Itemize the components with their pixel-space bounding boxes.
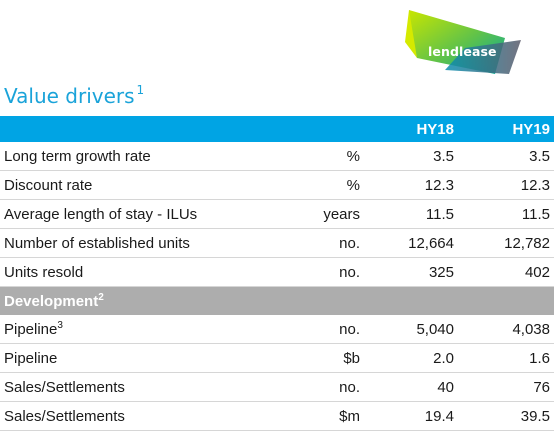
section-label-text: Development	[4, 293, 99, 310]
row-label: Average length of stay - ILUs	[0, 199, 300, 229]
table-row: Sales/Settlements no. 40 76	[0, 372, 554, 402]
logo-wordmark: lendlease	[428, 44, 497, 59]
header-hy19: HY19	[458, 116, 554, 142]
table-row: Long term growth rate% 3.5 3.5	[0, 142, 554, 171]
section-header-development: Development2	[0, 286, 554, 315]
row-unit: %	[300, 170, 362, 200]
table-row: Discount rate% 12.3 12.3	[0, 170, 554, 200]
row-hy18-value: 12,664	[362, 228, 458, 258]
row-label-text: Pipeline	[4, 321, 58, 338]
row-unit: no.	[300, 228, 362, 258]
row-unit: no.	[300, 257, 362, 287]
row-hy18-value: 19.4	[362, 401, 458, 431]
row-unit: $m	[300, 401, 362, 431]
row-hy19-value: 3.5	[458, 142, 554, 171]
row-hy18-value: 325	[362, 257, 458, 287]
row-label: Long term growth rate	[0, 142, 300, 171]
section-label: Development2	[0, 286, 554, 315]
title-text: Value drivers	[4, 84, 135, 108]
table-row: Average length of stay - ILUs years 11.5 11…	[0, 199, 554, 229]
row-unit: $b	[300, 343, 362, 373]
row-label: Sales/Settlements	[0, 372, 300, 402]
row-unit: no.	[300, 372, 362, 402]
row-hy19-value: 1.6	[458, 343, 554, 373]
row-unit: years	[300, 199, 362, 229]
table-row: Pipeline $b 2.0 1.6	[0, 343, 554, 373]
row-hy18-value: 40	[362, 372, 458, 402]
row-label: Discount rate	[0, 170, 300, 200]
row-hy18-value: 3.5	[362, 142, 458, 171]
row-hy19-value: 76	[458, 372, 554, 402]
row-hy19-value: 402	[458, 257, 554, 287]
table-row: Number of established units no. 12,664 12,7…	[0, 228, 554, 258]
title-footnote: 1	[136, 83, 145, 97]
table-row: Units resold no. 325 402	[0, 257, 554, 287]
header-unit	[300, 116, 362, 142]
row-hy19-value: 12.3	[458, 170, 554, 200]
table-header-row: HY18 HY19	[0, 116, 554, 142]
row-label: Units resold	[0, 257, 300, 287]
row-hy19-value: 4,038	[458, 315, 554, 344]
row-label: Pipeline3	[0, 315, 300, 344]
table-row: Sales/Settlements $m 19.4 39.5	[0, 401, 554, 431]
table-row: Pipeline3 no. 5,040 4,038	[0, 315, 554, 344]
row-footnote: 3	[57, 320, 63, 331]
row-hy19-value: 12,782	[458, 228, 554, 258]
row-hy18-value: 12.3	[362, 170, 458, 200]
row-hy18-value: 2.0	[362, 343, 458, 373]
row-label: Sales/Settlements	[0, 401, 300, 431]
row-label: Pipeline	[0, 343, 300, 373]
section-footnote: 2	[98, 292, 104, 303]
row-unit: no.	[300, 315, 362, 344]
row-hy18-value: 5,040	[362, 315, 458, 344]
header-hy18: HY18	[362, 116, 458, 142]
value-drivers-table: HY18 HY19 Long term growth rate% 3.5 3.5 Di…	[0, 116, 554, 431]
row-unit: %	[300, 142, 362, 171]
row-label: Number of established units	[0, 228, 300, 258]
row-hy19-value: 11.5	[458, 199, 554, 229]
header-blank	[0, 116, 300, 142]
page-title: Value drivers 1	[4, 83, 145, 108]
row-hy19-value: 39.5	[458, 401, 554, 431]
lendlease-logo	[405, 10, 521, 74]
row-hy18-value: 11.5	[362, 199, 458, 229]
